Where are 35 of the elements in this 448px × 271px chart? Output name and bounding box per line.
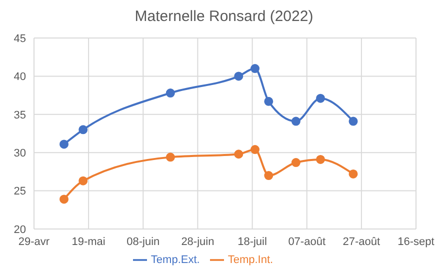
point (291, 116, 300, 126)
y-tick-label: 20 (14, 224, 26, 236)
point (78, 176, 88, 186)
y-tick-label: 45 (14, 32, 26, 45)
point (60, 140, 69, 149)
x-tick-label: 07-août (288, 236, 326, 248)
x-tick-label: 29-avr (18, 236, 50, 248)
x-tick-label: 19-mai (72, 236, 106, 248)
point (348, 116, 358, 126)
point (166, 88, 175, 98)
point (234, 72, 244, 81)
x-tick-label: 08-juin (126, 236, 160, 248)
x-tick-label: 16-sept (398, 236, 434, 248)
chart-title: Maternelle Ronsard (2022) (134, 7, 314, 27)
legend-label: Temp.Int. (228, 254, 274, 266)
x-tick-label: 28-juin (181, 236, 214, 248)
legend-label: Temp.Ext. (150, 254, 200, 266)
point (250, 145, 260, 154)
point (166, 152, 175, 162)
point (60, 194, 69, 204)
point (348, 169, 358, 178)
point (234, 150, 244, 159)
point (316, 154, 325, 164)
y-tick-label: 30 (14, 148, 26, 160)
point (250, 64, 260, 74)
point (264, 171, 274, 180)
x-tick-label: 27-août (342, 236, 380, 248)
point (291, 158, 300, 168)
point (78, 125, 88, 134)
point (316, 94, 325, 103)
y-tick-label: 40 (14, 71, 26, 84)
point (264, 96, 274, 106)
x-tick-label: 18-juil (238, 236, 267, 248)
y-tick-label: 35 (14, 109, 26, 122)
y-tick-label: 25 (14, 186, 26, 198)
